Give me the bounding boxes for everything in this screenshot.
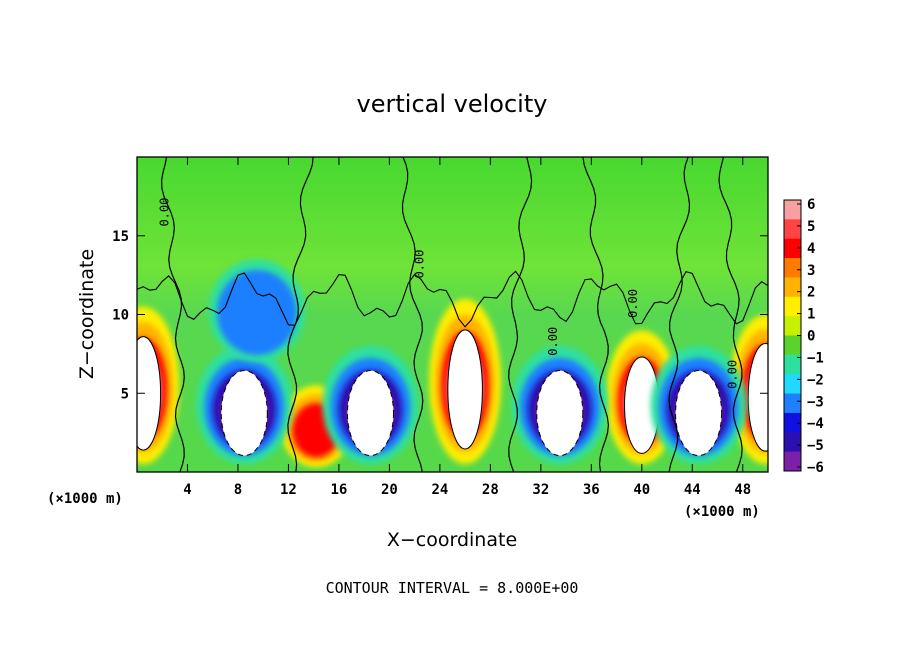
- zero-contour-line: [508, 157, 533, 472]
- x-tick-label: 4: [183, 482, 191, 498]
- x-tick-label: 36: [583, 482, 600, 498]
- colorbar-swatch: [784, 432, 801, 453]
- zero-contour-line: [582, 157, 610, 472]
- downdraft-cell: [650, 346, 747, 465]
- contour-label: 0.00: [158, 198, 172, 227]
- colorbar-swatch: [784, 238, 801, 259]
- contour-label: 0.00: [626, 289, 640, 318]
- colorbar-swatch: [784, 296, 801, 317]
- downdraft-cell: [511, 346, 608, 465]
- x-tick-label: 24: [431, 482, 448, 498]
- downdraft-core-contour: [220, 370, 268, 457]
- y-tick-label: 5: [121, 386, 129, 402]
- downdraft-level-ring: [217, 270, 297, 356]
- chart-title: vertical velocity: [357, 90, 548, 118]
- y-tick-label: 15: [112, 229, 129, 245]
- colorbar-tick-label: 6: [807, 197, 815, 213]
- plot-area: 0.000.000.000.000.00 4 8 12 16 20 24 28 32 36 40 4…: [112, 156, 769, 498]
- colorbar-swatch: [784, 412, 801, 433]
- zero-contours: [137, 157, 768, 472]
- zero-contour-line: [137, 270, 768, 328]
- updraft-core-contour: [137, 336, 162, 451]
- colorbar-tick-label: 5: [807, 219, 815, 235]
- zero-contour-line: [718, 157, 743, 472]
- colorbar: 6 5 4 3 2 1 0 −1 −2 −3 −4 −5 −6: [783, 197, 824, 476]
- x-tick-label: 48: [734, 482, 751, 498]
- contour-label: 0.00: [413, 250, 427, 279]
- colorbar-tick-label: 3: [807, 263, 815, 279]
- downdraft-cell: [208, 259, 305, 362]
- colorbar-tick-label: 0: [807, 329, 815, 345]
- colorbar-swatch: [784, 316, 801, 336]
- colorbar-tick-label: −1: [807, 350, 824, 366]
- x-tick-label: 40: [633, 482, 650, 498]
- colorbar-tick-label: −5: [807, 438, 824, 454]
- y-axis-ticks: 5 10 15: [112, 229, 768, 402]
- updraft-core-contour: [447, 329, 483, 450]
- colorbar-swatch: [784, 200, 801, 220]
- zero-contour-line: [401, 157, 424, 472]
- x-tick-label: 16: [330, 482, 347, 498]
- colorbar-swatch: [784, 374, 801, 395]
- x-axis-label: X−coordinate: [387, 529, 517, 551]
- updraft-cell: [429, 298, 502, 465]
- downdraft-core-contour: [346, 370, 395, 457]
- colorbar-tick-label: −2: [807, 372, 824, 388]
- colorbar-swatch: [784, 335, 801, 356]
- colorbar-tick-label: 1: [807, 307, 815, 323]
- contour-label: 0.00: [546, 327, 560, 356]
- colorbar-swatch: [784, 258, 801, 278]
- colorbar-swatch: [784, 219, 801, 240]
- x-axis-ticks: 4 8 12 16 20 24 28 32 36 40 44 48: [183, 157, 751, 498]
- contour-interval-note: CONTOUR INTERVAL = 8.000E+00: [326, 579, 579, 597]
- velocity-cells: [137, 259, 768, 468]
- downdraft-core-contour: [536, 370, 584, 457]
- zero-contour-line: [160, 157, 185, 472]
- x-unit-left: (×1000 m): [47, 491, 123, 507]
- colorbar-tick-label: −4: [807, 416, 824, 432]
- updraft-cell: [137, 306, 180, 465]
- x-unit-right: (×1000 m): [684, 504, 760, 520]
- x-tick-label: 12: [280, 482, 297, 498]
- colorbar-tick-label: −3: [807, 394, 824, 410]
- zero-contour-line: [668, 157, 691, 472]
- colorbar-tick-label: 2: [807, 285, 815, 301]
- downdraft-cell: [196, 346, 293, 465]
- colorbar-swatch: [784, 393, 801, 414]
- x-tick-label: 44: [684, 482, 701, 498]
- y-tick-label: 10: [112, 308, 129, 324]
- x-tick-label: 20: [381, 482, 398, 498]
- updraft-core-contour: [747, 342, 768, 452]
- x-tick-label: 28: [482, 482, 499, 498]
- contour-label: 0.00: [725, 360, 739, 389]
- contour-labels: 0.00 0.00 0.00 0.00 0.00: [158, 198, 740, 389]
- x-tick-label: 32: [532, 482, 549, 498]
- colorbar-tick-label: −6: [807, 460, 824, 476]
- x-tick-label: 8: [234, 482, 242, 498]
- colorbar-swatch: [784, 354, 801, 375]
- y-axis-label: Z−coordinate: [76, 249, 98, 379]
- downdraft-cell: [322, 346, 419, 465]
- colorbar-swatch: [784, 277, 801, 298]
- downdraft-core-contour: [675, 370, 723, 457]
- colorbar-tick-label: 4: [807, 241, 815, 257]
- zero-contour-line: [287, 157, 314, 472]
- colorbar-swatch: [784, 451, 801, 472]
